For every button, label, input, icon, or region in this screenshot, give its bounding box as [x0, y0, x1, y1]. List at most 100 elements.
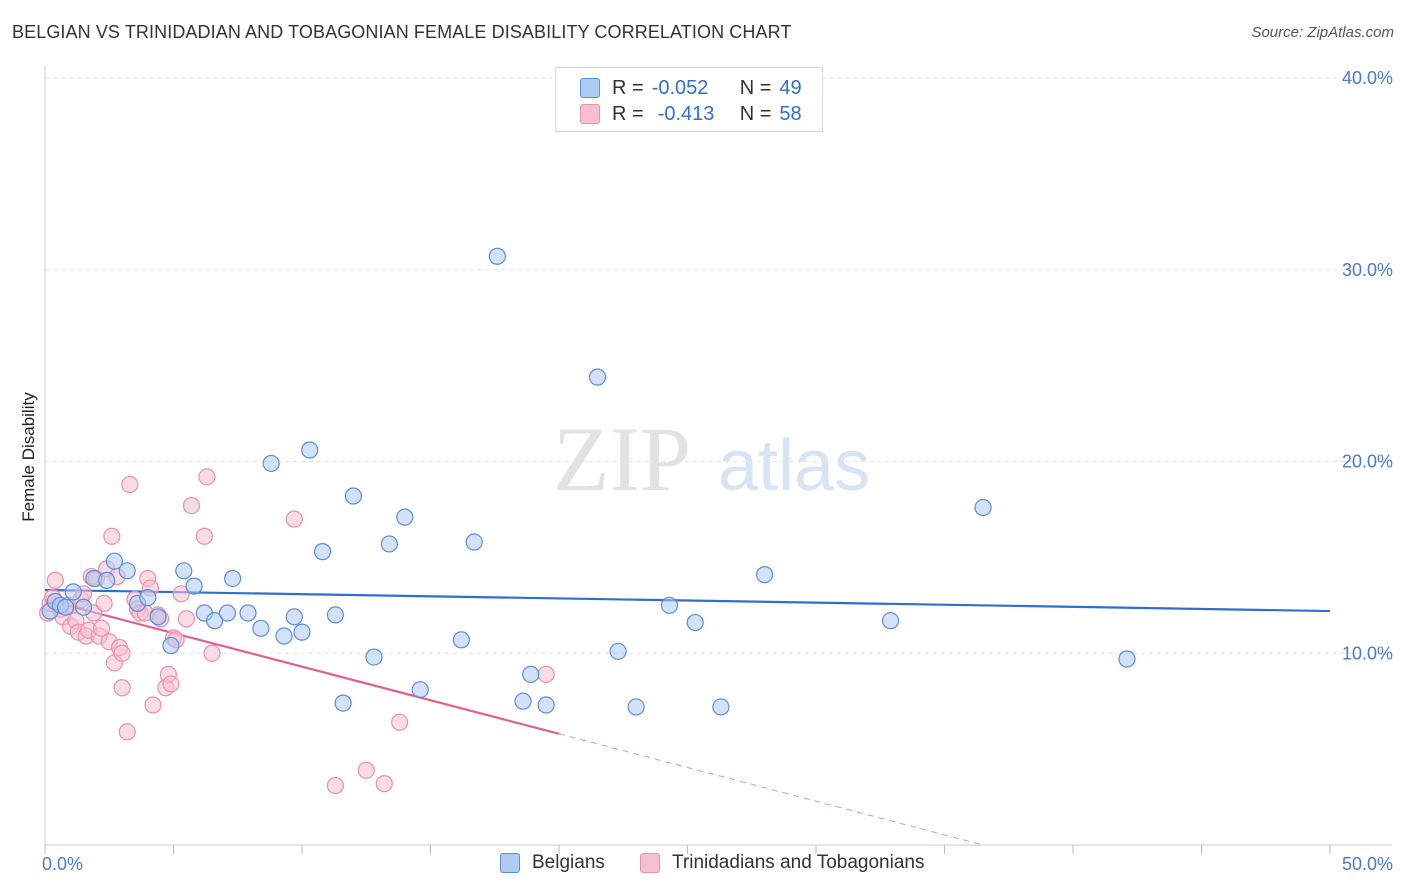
belgian-point [206, 612, 224, 630]
y-tick-label: 20.0% [1342, 452, 1393, 472]
trinidadian-point [285, 510, 303, 528]
belgian-point [275, 627, 293, 645]
trinidadian-point [95, 594, 113, 612]
belgian-point [175, 562, 193, 580]
axes [44, 66, 1392, 854]
belgian-point [224, 569, 242, 588]
source-label: Source: ZipAtlas.com [1251, 24, 1394, 41]
belgians-trend-line [44, 588, 1331, 613]
y-tick-label: 30.0% [1342, 260, 1393, 280]
y-tick-label: 40.0% [1342, 68, 1393, 88]
trinidadian-point [326, 776, 345, 795]
belgian-point [396, 508, 414, 526]
belgian-point [162, 636, 180, 655]
grid-lines [45, 77, 1392, 654]
belgian-point [660, 596, 679, 614]
belgian-point [974, 498, 992, 517]
belgian-point [522, 665, 540, 683]
trinidadian-point [103, 527, 121, 545]
belgian-point [627, 698, 645, 716]
trinidadian-point [162, 675, 180, 693]
trinidadian-point [113, 679, 131, 697]
trinidadians-swatch [580, 104, 600, 124]
trinidadian-point [198, 468, 216, 486]
belgian-point [588, 368, 607, 386]
belgian-point [755, 566, 774, 584]
belgian-point [365, 648, 383, 666]
data-points [38, 247, 1136, 795]
legend-row-trinidadians: R = -0.413 N = 58 [580, 102, 802, 126]
belgian-point [334, 694, 352, 712]
belgian-point [98, 571, 116, 589]
belgian-point [74, 598, 93, 616]
belgian-point [56, 598, 75, 616]
watermark-atlas: atlas [718, 426, 870, 506]
belgians-legend-swatch [500, 853, 520, 873]
belgian-point [411, 681, 429, 699]
trinidadian-point [121, 475, 139, 494]
trinidadian-point [203, 644, 221, 662]
belgians-swatch [580, 78, 600, 98]
trinidadian-point [92, 619, 111, 637]
belgian-point [686, 613, 704, 632]
r-value: -0.413 [657, 102, 715, 125]
trinidadian-point [144, 696, 162, 714]
series-legend: Belgians Trinidadians and Tobagonians [0, 852, 1406, 878]
belgian-point [452, 631, 470, 649]
trinidadian-point [357, 761, 375, 779]
n-label: N = [739, 76, 772, 99]
belgian-point [344, 487, 362, 505]
belgian-point [252, 619, 270, 637]
trinidadian-point [118, 723, 136, 741]
legend-row-belgians: R = -0.052 N = 49 [580, 76, 802, 100]
belgian-point [262, 454, 280, 473]
belgian-point [326, 606, 345, 624]
trinidadian-point [375, 775, 393, 793]
n-label: N = [739, 102, 772, 125]
x-tick-labels: 0.0% 50.0% [42, 854, 1393, 874]
belgian-point [64, 583, 82, 601]
chart-title: BELGIAN VS TRINIDADIAN AND TOBAGONIAN FE… [12, 22, 792, 42]
trinidadian-point [391, 713, 409, 731]
r-label: R = [612, 76, 644, 99]
correlation-legend: R = -0.052 N = 49 R = -0.413 N = 58 [555, 67, 823, 132]
y-tick-labels: 10.0% 20.0% 30.0% 40.0% [1342, 68, 1393, 663]
belgian-point [380, 535, 398, 553]
belgian-point [313, 543, 332, 561]
trend-lines [44, 588, 1331, 846]
trinidadian-point [113, 644, 131, 662]
trinidadians-trend-line [44, 598, 560, 735]
belgian-point [293, 623, 311, 641]
belgian-point [301, 441, 319, 459]
belgian-point [537, 696, 555, 714]
trinidadian-point [172, 585, 190, 603]
belgian-point [139, 589, 157, 607]
belgian-point [105, 552, 123, 570]
legend-label-trinidadians: Trinidadians and Tobagonians [672, 852, 925, 873]
belgian-point [881, 612, 900, 630]
trinidadian-point [46, 571, 64, 589]
r-value: -0.052 [651, 76, 709, 99]
belgian-point [239, 604, 257, 622]
belgian-point [609, 642, 627, 660]
watermark-zip: ZIP [553, 408, 691, 510]
trinidadians-legend-swatch [640, 853, 660, 873]
legend-label-belgians: Belgians [532, 852, 605, 873]
trinidadians-trend-extension [558, 733, 984, 846]
r-label: R = [612, 102, 644, 125]
y-tick-label: 10.0% [1342, 643, 1393, 663]
x-tick-label: 50.0% [1342, 854, 1393, 874]
belgian-point [514, 692, 532, 710]
watermark: ZIP atlas [553, 408, 870, 510]
trinidadian-point [195, 527, 213, 545]
belgian-point [218, 604, 237, 622]
trinidadian-point [177, 610, 195, 628]
belgian-point [185, 577, 203, 595]
n-value: 58 [779, 102, 802, 125]
trinidadian-point [537, 665, 555, 683]
trinidadian-point [182, 497, 201, 515]
legend-item-trinidadians[interactable]: Trinidadians and Tobagonians [640, 852, 924, 874]
belgian-point [465, 533, 483, 551]
legend-item-belgians[interactable]: Belgians [500, 852, 605, 874]
